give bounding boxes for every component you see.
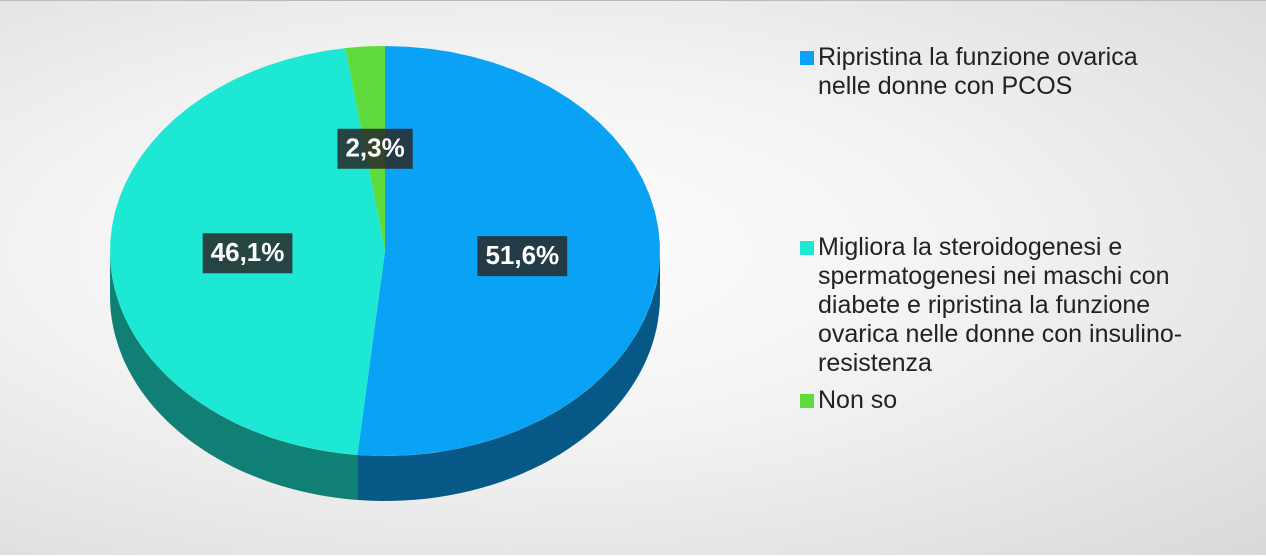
legend-item: Migliora la steroidogenesi e spermatogen… (800, 233, 1190, 378)
data-label-group: 46,1% (202, 233, 293, 274)
data-label: 46,1% (211, 237, 285, 267)
pie-chart: 51,6% 46,1% 2,3% (110, 46, 660, 501)
legend-swatch (800, 241, 814, 255)
data-label-box (477, 236, 568, 277)
slice-side (357, 251, 660, 501)
data-label-group: 2,3% (337, 128, 413, 169)
legend-item: Ripristina la funzione ovarica nelle don… (800, 43, 1190, 101)
data-label-group: 51,6% (477, 236, 568, 277)
legend-swatch (800, 51, 814, 65)
data-label-box (202, 233, 293, 274)
legend-label: Non so (818, 386, 898, 414)
data-label: 2,3% (345, 133, 404, 163)
legend-item: Non so (800, 386, 1190, 415)
data-label: 51,6% (485, 240, 559, 270)
slice-side (110, 251, 358, 500)
data-label-box (337, 128, 413, 169)
legend-label: Ripristina la funzione ovarica nelle don… (818, 43, 1138, 100)
legend-label: Migliora la steroidogenesi e spermatogen… (818, 233, 1183, 377)
legend-swatch (800, 394, 814, 408)
